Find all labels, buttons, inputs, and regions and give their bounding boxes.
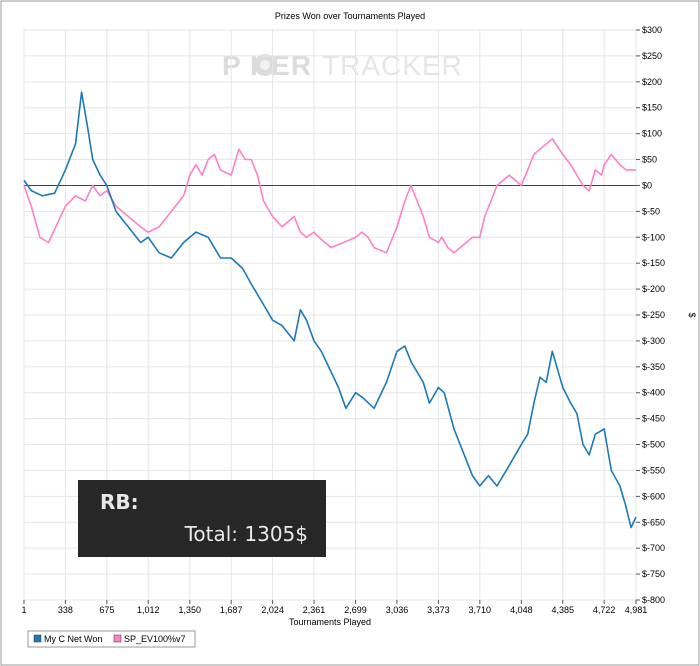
y-tick-label: $-500 — [642, 440, 665, 450]
chart-title: Prizes Won over Tournaments Played — [275, 11, 425, 21]
y-axis-label: $ — [687, 312, 697, 317]
x-tick-label: 675 — [99, 605, 114, 615]
rb-total: Total: 1305$ — [184, 522, 308, 546]
x-tick-label: 4,981 — [625, 605, 648, 615]
y-tick-label: $-350 — [642, 362, 665, 372]
x-tick-label: 1,350 — [179, 605, 202, 615]
y-tick-label: $0 — [642, 180, 652, 190]
y-tick-label: $250 — [642, 51, 662, 61]
rb-title: RB: — [100, 490, 139, 514]
legend-swatch-my-c-net-won — [33, 634, 42, 643]
y-tick-label: $-800 — [642, 595, 665, 605]
poker-tracker-watermark: P KER TRACKER — [222, 50, 463, 81]
x-tick-label: 4,048 — [510, 605, 533, 615]
series-line-my-c-net-won — [23, 91, 637, 529]
y-tick-label: $-600 — [642, 491, 665, 501]
x-tick-label: 1 — [21, 605, 26, 615]
y-tick-label: $200 — [642, 77, 662, 87]
y-tick-label: $-450 — [642, 414, 665, 424]
x-axis: 1 338 675 1,012 1,350 1,687 2,024 2,361 2,699 3,0… — [21, 600, 647, 615]
x-tick-label: 2,024 — [261, 605, 284, 615]
y-axis: $300 $250 $200 $150 $100 $50 $0 $-50 $-100 $-150 $… — [636, 25, 665, 605]
legend-swatch-sp-ev — [113, 634, 122, 643]
y-tick-label: $-100 — [642, 232, 665, 242]
y-tick-label: $-150 — [642, 258, 665, 268]
x-tick-label: 3,710 — [469, 605, 492, 615]
y-tick-label: $-200 — [642, 284, 665, 294]
series — [23, 91, 637, 529]
x-tick-label: 2,361 — [303, 605, 326, 615]
y-tick-label: $-50 — [642, 206, 660, 216]
x-tick-label: 4,385 — [551, 605, 574, 615]
y-tick-label: $-650 — [642, 517, 665, 527]
y-tick-label: $-700 — [642, 543, 665, 553]
y-tick-label: $50 — [642, 155, 657, 165]
x-tick-label: 338 — [58, 605, 73, 615]
x-axis-label: Tournaments Played — [289, 617, 371, 627]
y-tick-label: $-400 — [642, 388, 665, 398]
x-tick-label: 2,699 — [344, 605, 367, 615]
x-tick-label: 4,722 — [593, 605, 616, 615]
y-tick-label: $150 — [642, 103, 662, 113]
y-tick-label: $-250 — [642, 310, 665, 320]
x-tick-label: 1,012 — [137, 605, 160, 615]
x-tick-label: 3,373 — [427, 605, 450, 615]
y-tick-label: $300 — [642, 25, 662, 35]
x-tick-label: 1,687 — [220, 605, 243, 615]
y-tick-label: $-550 — [642, 465, 665, 475]
y-tick-label: $-750 — [642, 569, 665, 579]
y-tick-label: $100 — [642, 129, 662, 139]
legend: My C Net Won SP_EV100%v7 — [27, 630, 196, 648]
y-tick-label: $-300 — [642, 336, 665, 346]
watermark-tracker: TRACKER — [322, 50, 463, 81]
series-line-sp-ev100 — [23, 138, 636, 254]
x-tick-label: 3,036 — [386, 605, 409, 615]
legend-label-my-c-net-won: My C Net Won — [44, 634, 102, 644]
legend-label-sp-ev: SP_EV100%v7 — [124, 634, 186, 644]
legend-box — [27, 630, 196, 648]
rb-overlay: RB: Total: 1305$ — [78, 480, 326, 557]
